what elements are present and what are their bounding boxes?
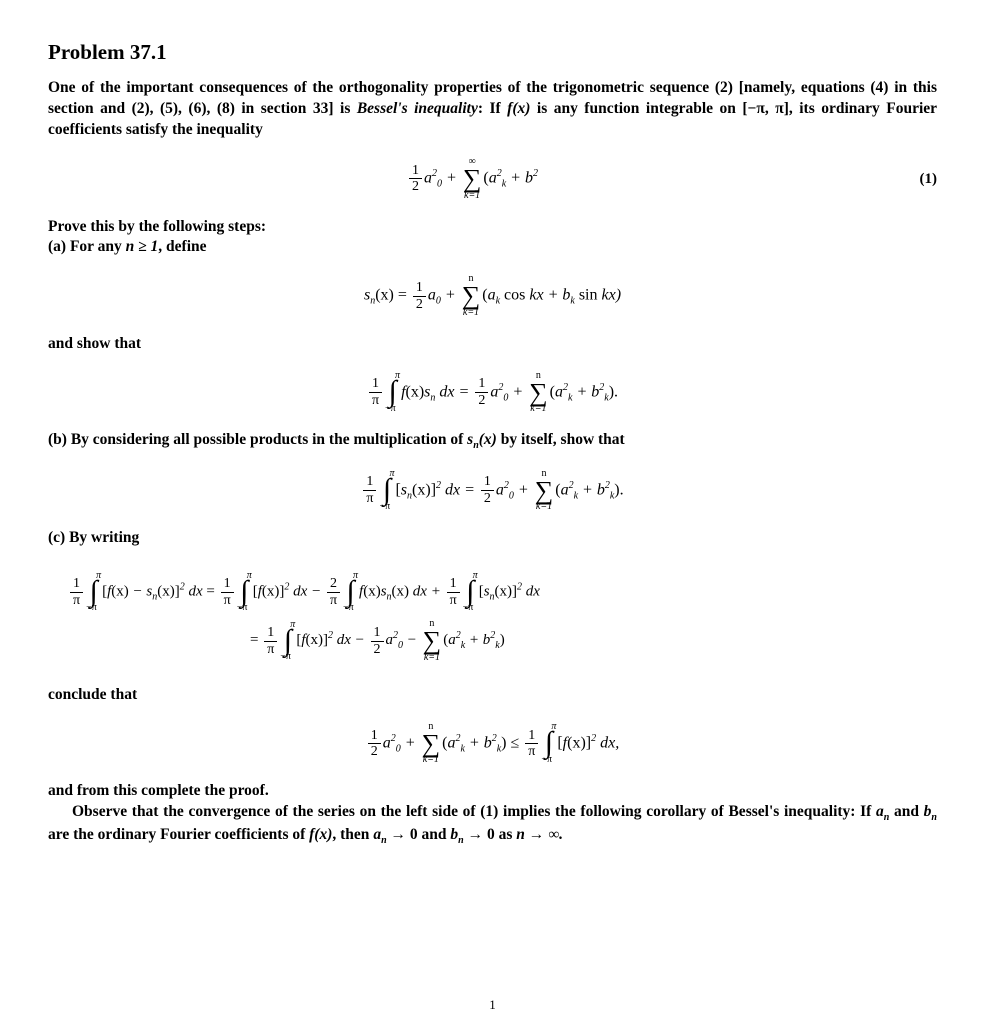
intro-text-2: : If [478, 100, 507, 117]
page-number: 1 [489, 996, 496, 1014]
bessel-inequality-term: Bessel's inequality [357, 100, 478, 117]
observe-paragraph: Observe that the convergence of the seri… [48, 802, 937, 847]
part-b-intro: (b) By considering all possible products… [48, 430, 937, 453]
define-text: , define [158, 238, 206, 255]
part-b-equation: 1ππ∫−π[sn(x)]2 dx = 12a20 + n∑k=1(a2k + … [48, 469, 937, 512]
are-text: are the ordinary Fourier coefficients of [48, 826, 309, 843]
an-inline: an [876, 803, 889, 820]
fx-inline: f(x) [309, 826, 332, 843]
then-text: , then [332, 826, 373, 843]
n-geq-1: n ≥ 1 [126, 238, 159, 255]
part-c-intro: (c) By writing [48, 528, 937, 549]
bn-inline: bn [924, 803, 937, 820]
show-that-text: and show that [48, 334, 937, 355]
part-a-equation: 1ππ∫−πf(x)sn dx = 12a20 + n∑k=1(a2k + b2… [48, 371, 937, 414]
problem-title: Problem 37.1 [48, 38, 937, 66]
n-to-inf: n → ∞. [516, 826, 563, 843]
complete-proof-text: and from this complete the proof. [48, 781, 937, 802]
intro-interval: [−π, π] [742, 100, 789, 117]
part-c-equation: 1ππ∫−π[f(x) − sn(x)]2 dx = 1ππ∫−π[f(x)]2… [68, 565, 937, 669]
sn-x-inline: sn(x) [467, 431, 497, 448]
prove-steps: Prove this by the following steps: [48, 217, 937, 238]
bn-arrow: → 0 as [464, 826, 517, 843]
equation-1: 12a20 + ∞∑k=1(a2k + b2 (1) [48, 157, 937, 200]
part-a-intro: (a) For any n ≥ 1, define [48, 237, 937, 258]
conclude-text: conclude that [48, 685, 937, 706]
observe-text: Observe that the convergence of the seri… [72, 803, 876, 820]
part-b-text-2: by itself, show that [497, 431, 625, 448]
intro-fx: f(x) [507, 100, 530, 117]
and-text: and [889, 803, 923, 820]
part-a-label: (a) For any [48, 238, 126, 255]
part-b-text-1: (b) By considering all possible products… [48, 431, 467, 448]
conclude-equation: 12a20 + n∑k=1(a2k + b2k) ≤ 1ππ∫−π[f(x)]2… [48, 722, 937, 765]
intro-text-3: is any function integrable on [530, 100, 742, 117]
equation-1-label: (1) [897, 169, 937, 189]
an-arrow: → 0 and [387, 826, 451, 843]
an-to-zero: an [373, 826, 386, 843]
bn-to-zero: bn [450, 826, 463, 843]
sn-definition: sn(x) = 12a0 + n∑k=1(ak cos kx + bk sin … [48, 274, 937, 317]
intro-paragraph: One of the important consequences of the… [48, 78, 937, 141]
